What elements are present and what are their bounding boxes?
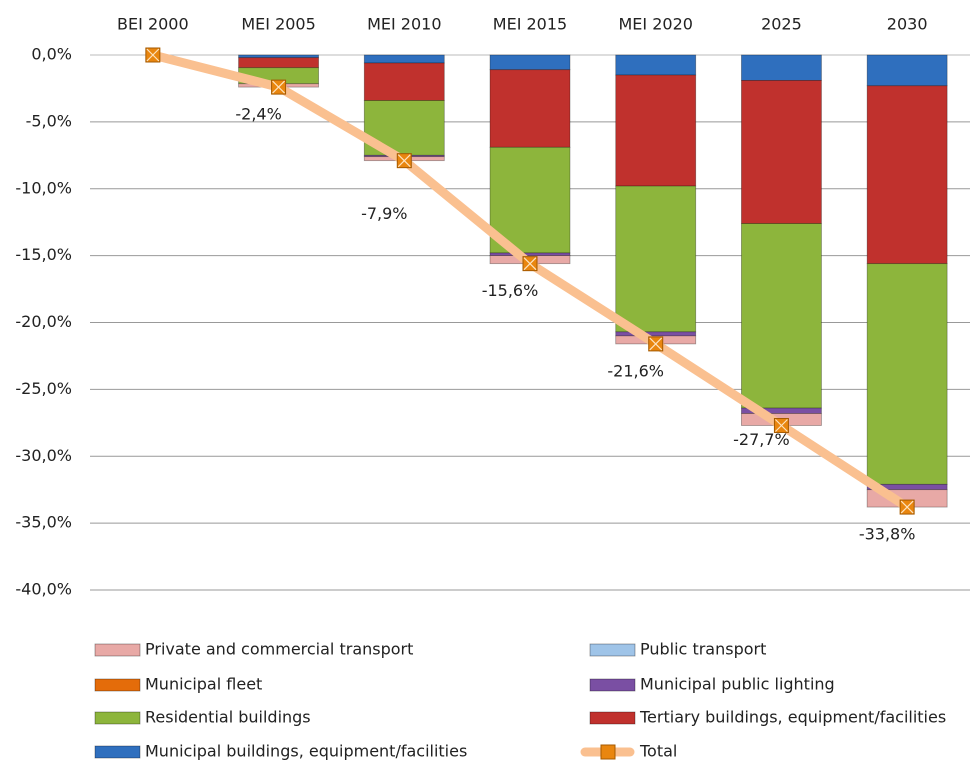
y-tick-label: -5,0% (26, 111, 72, 130)
bar-segment (615, 54, 697, 76)
marker-cross (900, 500, 914, 514)
legend-label: Tertiary buildings, equipment/facilities (639, 708, 946, 727)
data-label: -33,8% (859, 525, 916, 544)
y-tick-label: -25,0% (15, 379, 72, 398)
bar-segment (615, 331, 697, 337)
legend-label: Residential buildings (145, 708, 311, 727)
total-marker (145, 47, 161, 63)
x-tick-label: MEI 2020 (618, 15, 692, 34)
y-tick-label: -40,0% (15, 580, 72, 599)
legend-swatch (94, 643, 141, 657)
legend-label: Public transport (640, 640, 766, 659)
y-tick-label: -10,0% (15, 178, 72, 197)
total-marker (773, 417, 789, 433)
bar-segment (866, 54, 948, 87)
marker-cross (523, 257, 537, 271)
legend-label: Total (639, 742, 677, 760)
legend-label: Municipal fleet (145, 675, 262, 694)
total-marker (396, 153, 412, 169)
data-label: -2,4% (235, 105, 281, 124)
legend-swatch (589, 711, 636, 725)
y-tick-label: -15,0% (15, 245, 72, 264)
bar-segment (363, 54, 445, 64)
legend-swatch (94, 711, 141, 725)
bar-segment (866, 263, 948, 485)
marker-cross (272, 80, 285, 94)
marker-cross (649, 337, 663, 351)
bar-segment (238, 54, 319, 59)
data-label: -21,6% (607, 361, 664, 380)
legend-label: Private and commercial transport (145, 640, 413, 659)
x-tick-label: MEI 2005 (241, 15, 315, 34)
x-tick-label: MEI 2010 (367, 15, 441, 34)
bar-segment (866, 85, 948, 265)
bar-segment (615, 74, 697, 187)
x-tick-label: BEI 2000 (117, 15, 189, 34)
data-label: -27,7% (733, 430, 790, 449)
x-tick-label: 2025 (761, 15, 802, 34)
data-label: -15,6% (482, 281, 539, 300)
total-marker (648, 336, 664, 352)
total-marker (271, 79, 287, 95)
bar-segment (238, 57, 319, 69)
total-marker (899, 499, 915, 515)
bar-segment (489, 54, 571, 71)
bar-segment (615, 185, 697, 333)
marker-cross (146, 48, 160, 62)
y-tick-label: -30,0% (15, 446, 72, 465)
legend-label: Municipal public lighting (640, 675, 835, 694)
bar-segment (489, 146, 571, 254)
marker-cross (775, 419, 788, 432)
legend-label: Municipal buildings, equipment/facilitie… (145, 742, 467, 760)
x-tick-label: MEI 2015 (493, 15, 567, 34)
legend-swatch (589, 643, 636, 657)
marker-cross (397, 154, 411, 168)
legend-swatch (94, 678, 141, 692)
legend-swatch (589, 678, 636, 692)
y-tick-label: -20,0% (15, 312, 72, 331)
bar-segment (489, 69, 571, 148)
bar-segment (363, 62, 445, 101)
y-tick-label: -35,0% (15, 513, 72, 532)
total-marker (522, 256, 538, 272)
bar-segment (741, 223, 822, 409)
bar-segment (741, 54, 822, 81)
legend-swatch (94, 745, 141, 759)
y-tick-label: 0,0% (31, 45, 72, 64)
data-label: -7,9% (361, 204, 407, 223)
bar-segment (741, 80, 822, 224)
x-tick-label: 2030 (887, 15, 928, 34)
legend-marker (600, 744, 616, 760)
bar-segment (489, 252, 571, 257)
